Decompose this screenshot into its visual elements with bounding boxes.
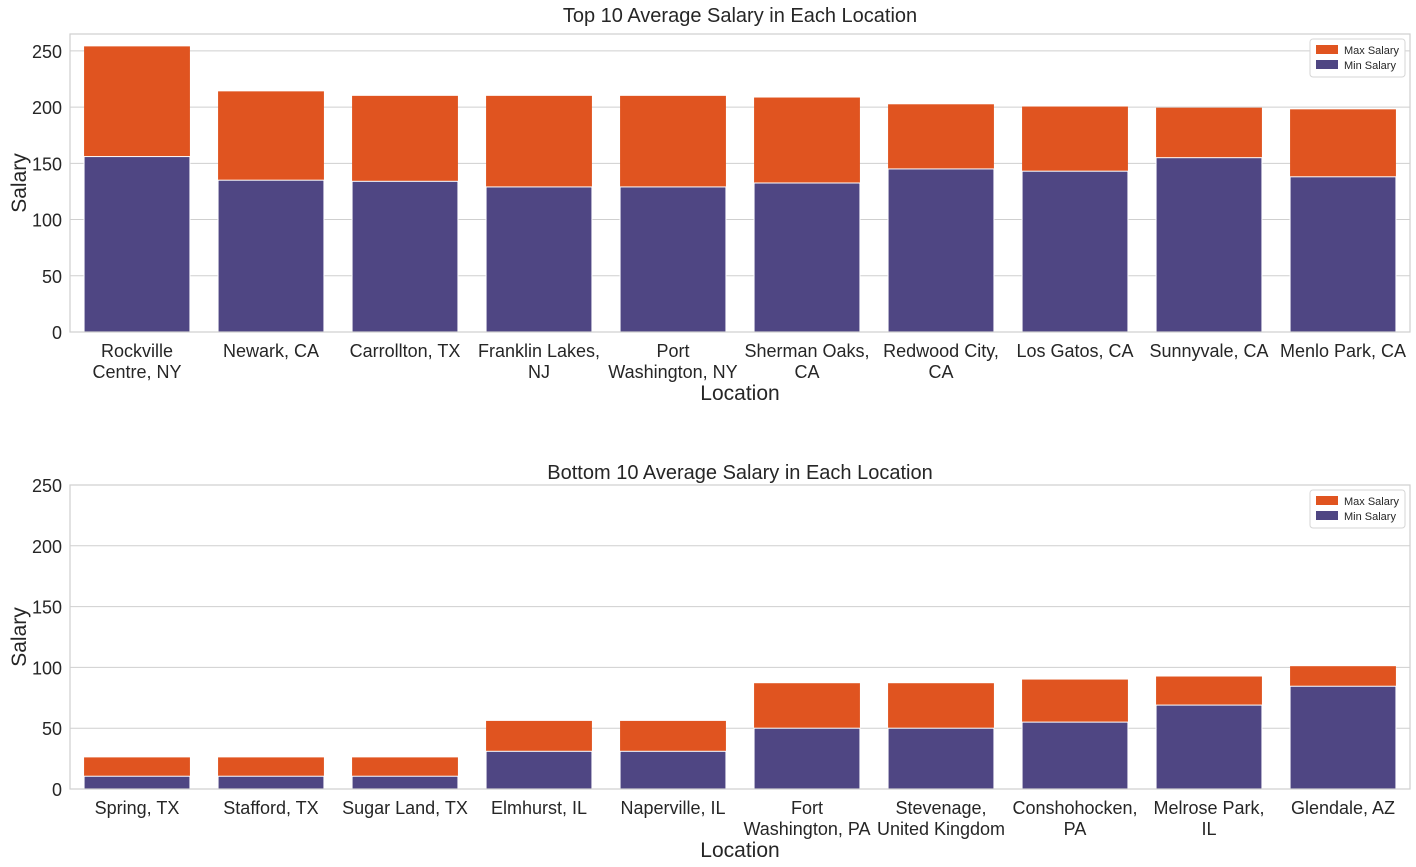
bar-min-salary: [887, 168, 995, 333]
bar-min-salary: [351, 180, 459, 333]
legend: Max Salary Min Salary: [1309, 489, 1406, 529]
x-tick-label: Elmhurst, IL: [491, 798, 587, 818]
x-tick-label: PA: [1064, 819, 1087, 839]
legend-swatch: [1316, 60, 1338, 69]
bar-min-salary: [351, 775, 459, 790]
x-tick-label: CA: [794, 362, 819, 382]
bar-min-salary: [887, 727, 995, 790]
x-tick-label: Washington, NY: [608, 362, 737, 382]
x-tick-label: CA: [928, 362, 953, 382]
x-tick-label: Sunnyvale, CA: [1149, 341, 1268, 361]
x-tick-label: Stevenage,: [895, 798, 986, 818]
bar-min-salary: [485, 750, 593, 790]
bar-min-salary: [83, 775, 191, 790]
legend-label: Max Salary: [1344, 45, 1400, 57]
bar-min-salary: [485, 186, 593, 333]
x-tick-label: Redwood City,: [883, 341, 999, 361]
legend-swatch: [1316, 45, 1338, 54]
x-tick-label: Sugar Land, TX: [342, 798, 468, 818]
bar-min-salary: [1021, 721, 1129, 790]
y-tick-label: 50: [42, 267, 62, 287]
x-tick-label: Centre, NY: [92, 362, 181, 382]
legend: Max Salary Min Salary: [1309, 38, 1406, 78]
y-tick-label: 100: [32, 211, 62, 231]
legend-label: Min Salary: [1344, 511, 1396, 523]
chart-2: 0 50 100 150 200 250 Spring, TX Stafford, TX Sug…: [8, 462, 1411, 862]
plot-frame: [69, 484, 1411, 790]
y-tick-label: 200: [32, 98, 62, 118]
x-tick-label: Fort: [791, 798, 823, 818]
bar-min-salary: [217, 179, 325, 333]
y-tick-label: 250: [32, 476, 62, 496]
legend-swatch: [1316, 496, 1338, 505]
chart-title: Bottom 10 Average Salary in Each Locatio…: [547, 462, 932, 484]
y-tick-label: 150: [32, 154, 62, 174]
x-tick-label: IL: [1201, 819, 1216, 839]
x-tick-label: Los Gatos, CA: [1016, 341, 1133, 361]
legend-swatch: [1316, 511, 1338, 520]
x-tick-label: Carrollton, TX: [350, 341, 461, 361]
x-axis-label: Location: [700, 839, 779, 862]
x-tick-label: Stafford, TX: [223, 798, 318, 818]
x-tick-label: United Kingdom: [877, 819, 1005, 839]
bar-min-salary: [83, 156, 191, 333]
x-tick-label: Menlo Park, CA: [1280, 341, 1406, 361]
y-tick-label: 200: [32, 537, 62, 557]
x-tick-label: Washington, PA: [743, 819, 870, 839]
y-tick-label: 50: [42, 719, 62, 739]
bar-min-salary: [1021, 170, 1129, 333]
bar-min-salary: [1289, 176, 1397, 333]
bar-min-salary: [619, 186, 727, 333]
legend-label: Min Salary: [1344, 60, 1396, 72]
y-axis-label: Salary: [8, 607, 31, 667]
bar-min-salary: [753, 727, 861, 790]
x-tick-label: Port: [656, 341, 689, 361]
x-tick-label: Rockville: [101, 341, 173, 361]
x-tick-label: Newark, CA: [223, 341, 319, 361]
x-tick-label: NJ: [528, 362, 550, 382]
x-tick-label: Franklin Lakes,: [478, 341, 600, 361]
bar-min-salary: [1155, 157, 1263, 333]
bar-min-salary: [619, 750, 727, 790]
x-tick-label: Naperville, IL: [620, 798, 725, 818]
y-tick-label: 0: [52, 323, 62, 343]
plot-frame: [69, 33, 1411, 333]
x-tick-label: Conshohocken,: [1012, 798, 1137, 818]
bar-min-salary: [1289, 685, 1397, 790]
y-tick-label: 0: [52, 780, 62, 800]
x-axis-label: Location: [700, 382, 779, 405]
x-tick-label: Spring, TX: [95, 798, 180, 818]
y-axis-label: Salary: [8, 153, 31, 213]
y-tick-label: 150: [32, 598, 62, 618]
bar-min-salary: [217, 775, 325, 790]
x-tick-label: Glendale, AZ: [1291, 798, 1395, 818]
bar-min-salary: [1155, 704, 1263, 790]
y-tick-label: 100: [32, 658, 62, 678]
chart-title: Top 10 Average Salary in Each Location: [563, 5, 917, 27]
legend-label: Max Salary: [1344, 496, 1400, 508]
x-tick-label: Melrose Park,: [1153, 798, 1264, 818]
y-tick-label: 250: [32, 42, 62, 62]
x-tick-label: Sherman Oaks,: [744, 341, 869, 361]
bar-min-salary: [753, 182, 861, 333]
